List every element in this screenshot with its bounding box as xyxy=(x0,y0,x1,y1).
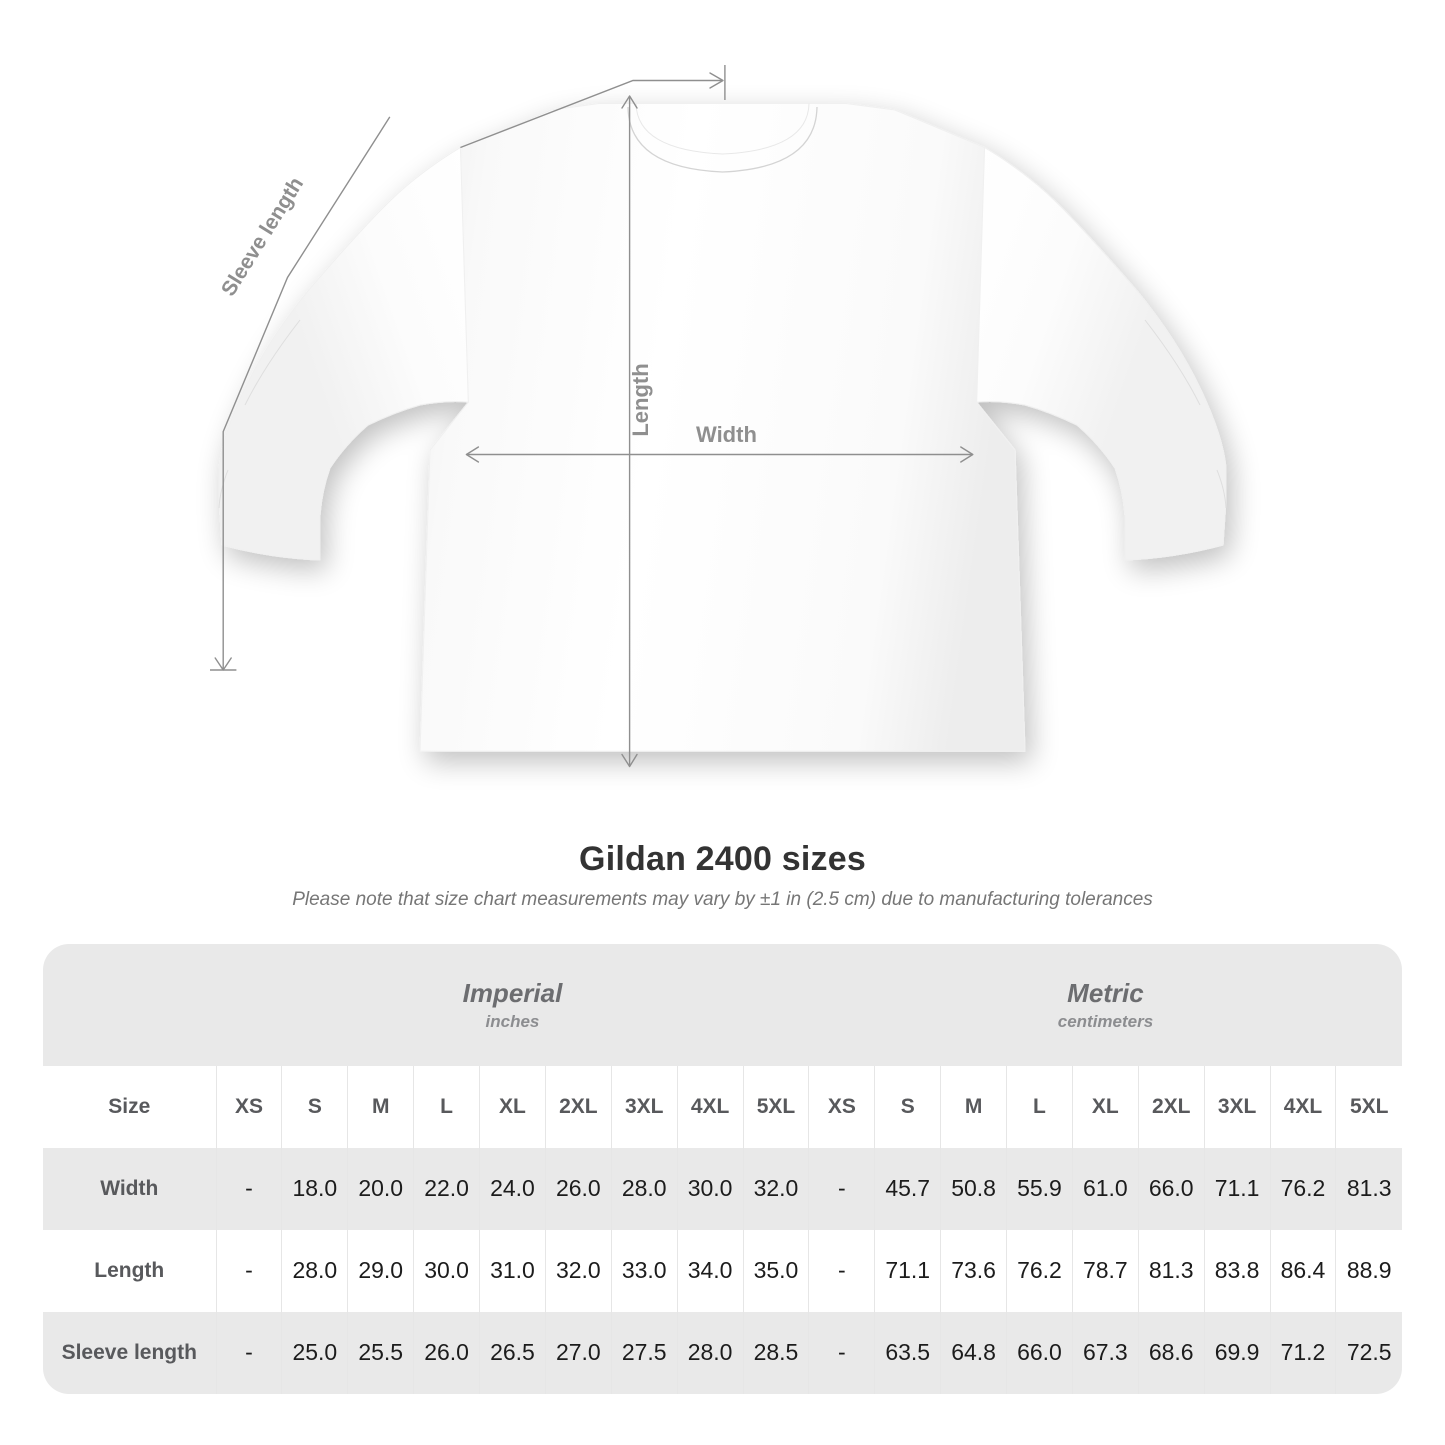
svg-text:Length: Length xyxy=(628,363,653,436)
svg-text:Width: Width xyxy=(696,422,757,447)
